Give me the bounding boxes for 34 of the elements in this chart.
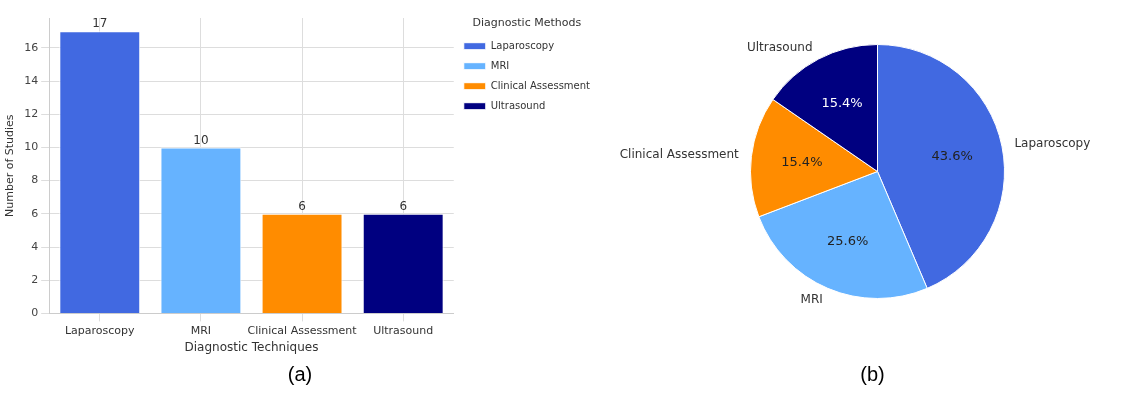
slice-label: Ultrasound bbox=[746, 39, 813, 54]
y-tick-label: 14 bbox=[24, 73, 39, 87]
y-tick-label: 6 bbox=[31, 206, 39, 220]
y-tick-label: 10 bbox=[24, 140, 39, 154]
x-tick-label: MRI bbox=[190, 323, 212, 337]
x-tick-label: Clinical Assessment bbox=[247, 323, 358, 337]
data-label: 6 bbox=[399, 198, 408, 213]
x-tick-label: Laparoscopy bbox=[64, 323, 136, 337]
x-axis-title: Diagnostic Techniques bbox=[184, 339, 319, 354]
data-label: 6 bbox=[298, 198, 306, 213]
legend-label: Laparoscopy bbox=[490, 39, 555, 51]
slice-label: MRI bbox=[800, 292, 823, 307]
y-tick-label: 0 bbox=[31, 306, 39, 320]
x-tick-label: Ultrasound bbox=[373, 323, 434, 337]
text: (a) bbox=[286, 363, 314, 386]
slice-label: Laparoscopy bbox=[1014, 135, 1091, 150]
slice-label: Clinical Assessment bbox=[619, 146, 740, 161]
y-tick-label: 8 bbox=[31, 173, 39, 187]
data-label: 43.6% bbox=[931, 147, 973, 163]
data-label: 17 bbox=[92, 16, 108, 31]
legend-label: Ultrasound bbox=[490, 99, 546, 111]
legend-title: Diagnostic Methods bbox=[472, 16, 582, 30]
y-tick-label: 12 bbox=[24, 107, 39, 121]
text: (b) bbox=[859, 363, 886, 386]
data-label: 15.4% bbox=[821, 95, 863, 111]
data-label: 25.6% bbox=[827, 233, 869, 248]
data-label: 15.4% bbox=[781, 153, 823, 169]
legend-label: Clinical Assessment bbox=[490, 79, 591, 91]
data-label: 10 bbox=[193, 132, 209, 147]
legend-label: MRI bbox=[490, 59, 510, 71]
y-tick-label: 2 bbox=[31, 273, 39, 287]
y-axis-title: Number of Studies bbox=[3, 114, 17, 217]
y-tick-label: 16 bbox=[24, 40, 39, 54]
y-tick-label: 4 bbox=[31, 239, 39, 253]
